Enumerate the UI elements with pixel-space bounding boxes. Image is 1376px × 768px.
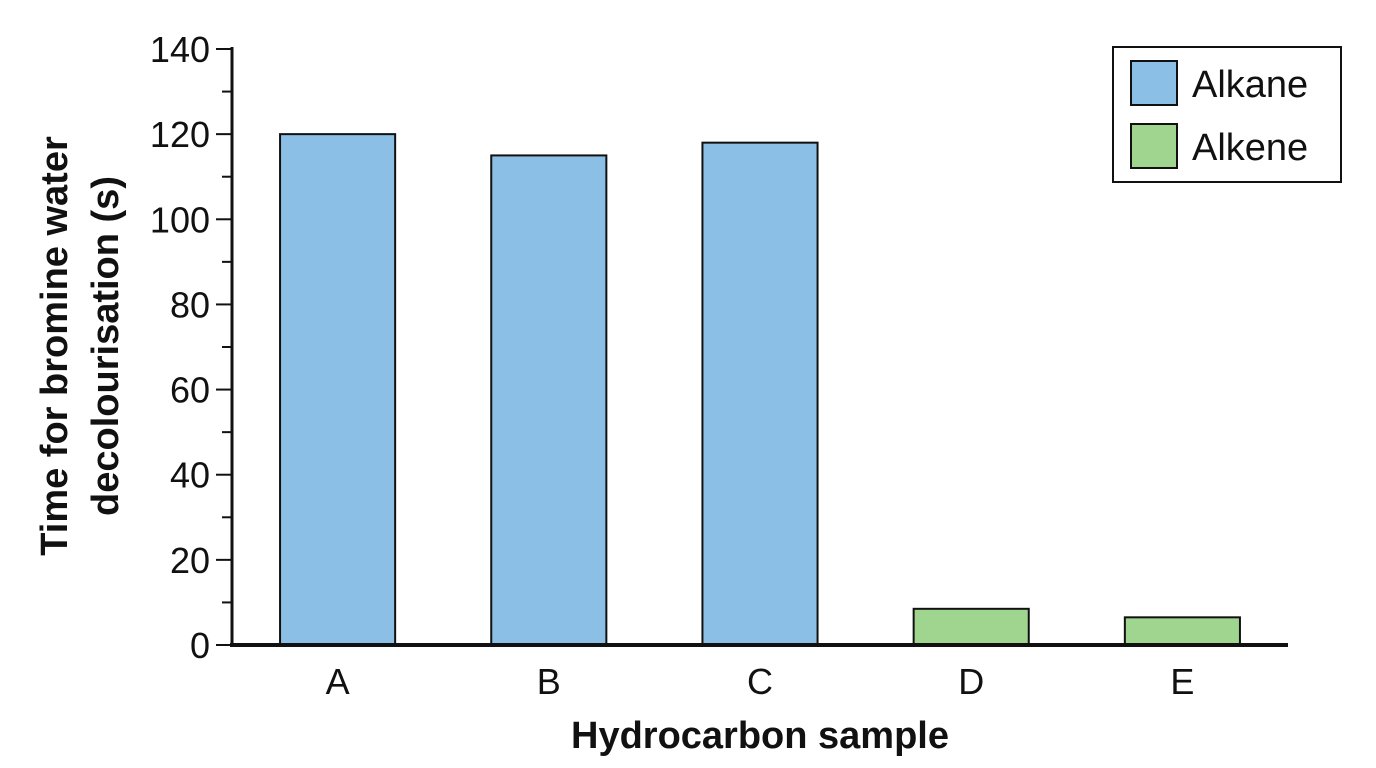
x-axis-ticks: A B C D E xyxy=(326,661,1195,702)
y-tick-label: 80 xyxy=(170,284,210,325)
legend-swatch-alkene xyxy=(1130,123,1178,169)
bars xyxy=(279,133,1241,647)
legend-label-alkane: Alkane xyxy=(1192,64,1308,106)
y-axis-title-line-2: decolourisation (s) xyxy=(85,176,127,516)
legend-swatch-alkane xyxy=(1130,60,1178,106)
bar-d xyxy=(912,607,1030,646)
y-tick-label: 100 xyxy=(150,199,210,240)
x-axis-title: Hydrocarbon sample xyxy=(571,715,949,757)
x-tick-label-b: B xyxy=(537,661,561,702)
x-tick-label-c: C xyxy=(747,661,773,702)
y-tick-label: 120 xyxy=(150,114,210,155)
x-tick-label-d: D xyxy=(958,661,984,702)
x-tick-label-a: A xyxy=(326,661,350,702)
y-axis-title: Time for bromine water decolourisation (… xyxy=(34,136,127,556)
y-axis-ticks: 0 20 40 60 80 100 120 140 xyxy=(150,29,232,666)
bar-e xyxy=(1123,616,1241,646)
y-tick-label: 140 xyxy=(150,29,210,70)
bar-b xyxy=(490,154,608,647)
legend: Alkane Alkene xyxy=(1112,46,1342,183)
y-axis-title-line-1: Time for bromine water xyxy=(34,136,76,556)
y-tick-label: 20 xyxy=(170,540,210,581)
bar-c xyxy=(701,141,819,647)
legend-label-alkene: Alkene xyxy=(1192,127,1308,169)
y-tick-label: 60 xyxy=(170,370,210,411)
y-tick-label: 0 xyxy=(190,625,210,666)
x-tick-label-e: E xyxy=(1170,661,1194,702)
bar-a xyxy=(279,133,397,646)
y-tick-label: 40 xyxy=(170,455,210,496)
